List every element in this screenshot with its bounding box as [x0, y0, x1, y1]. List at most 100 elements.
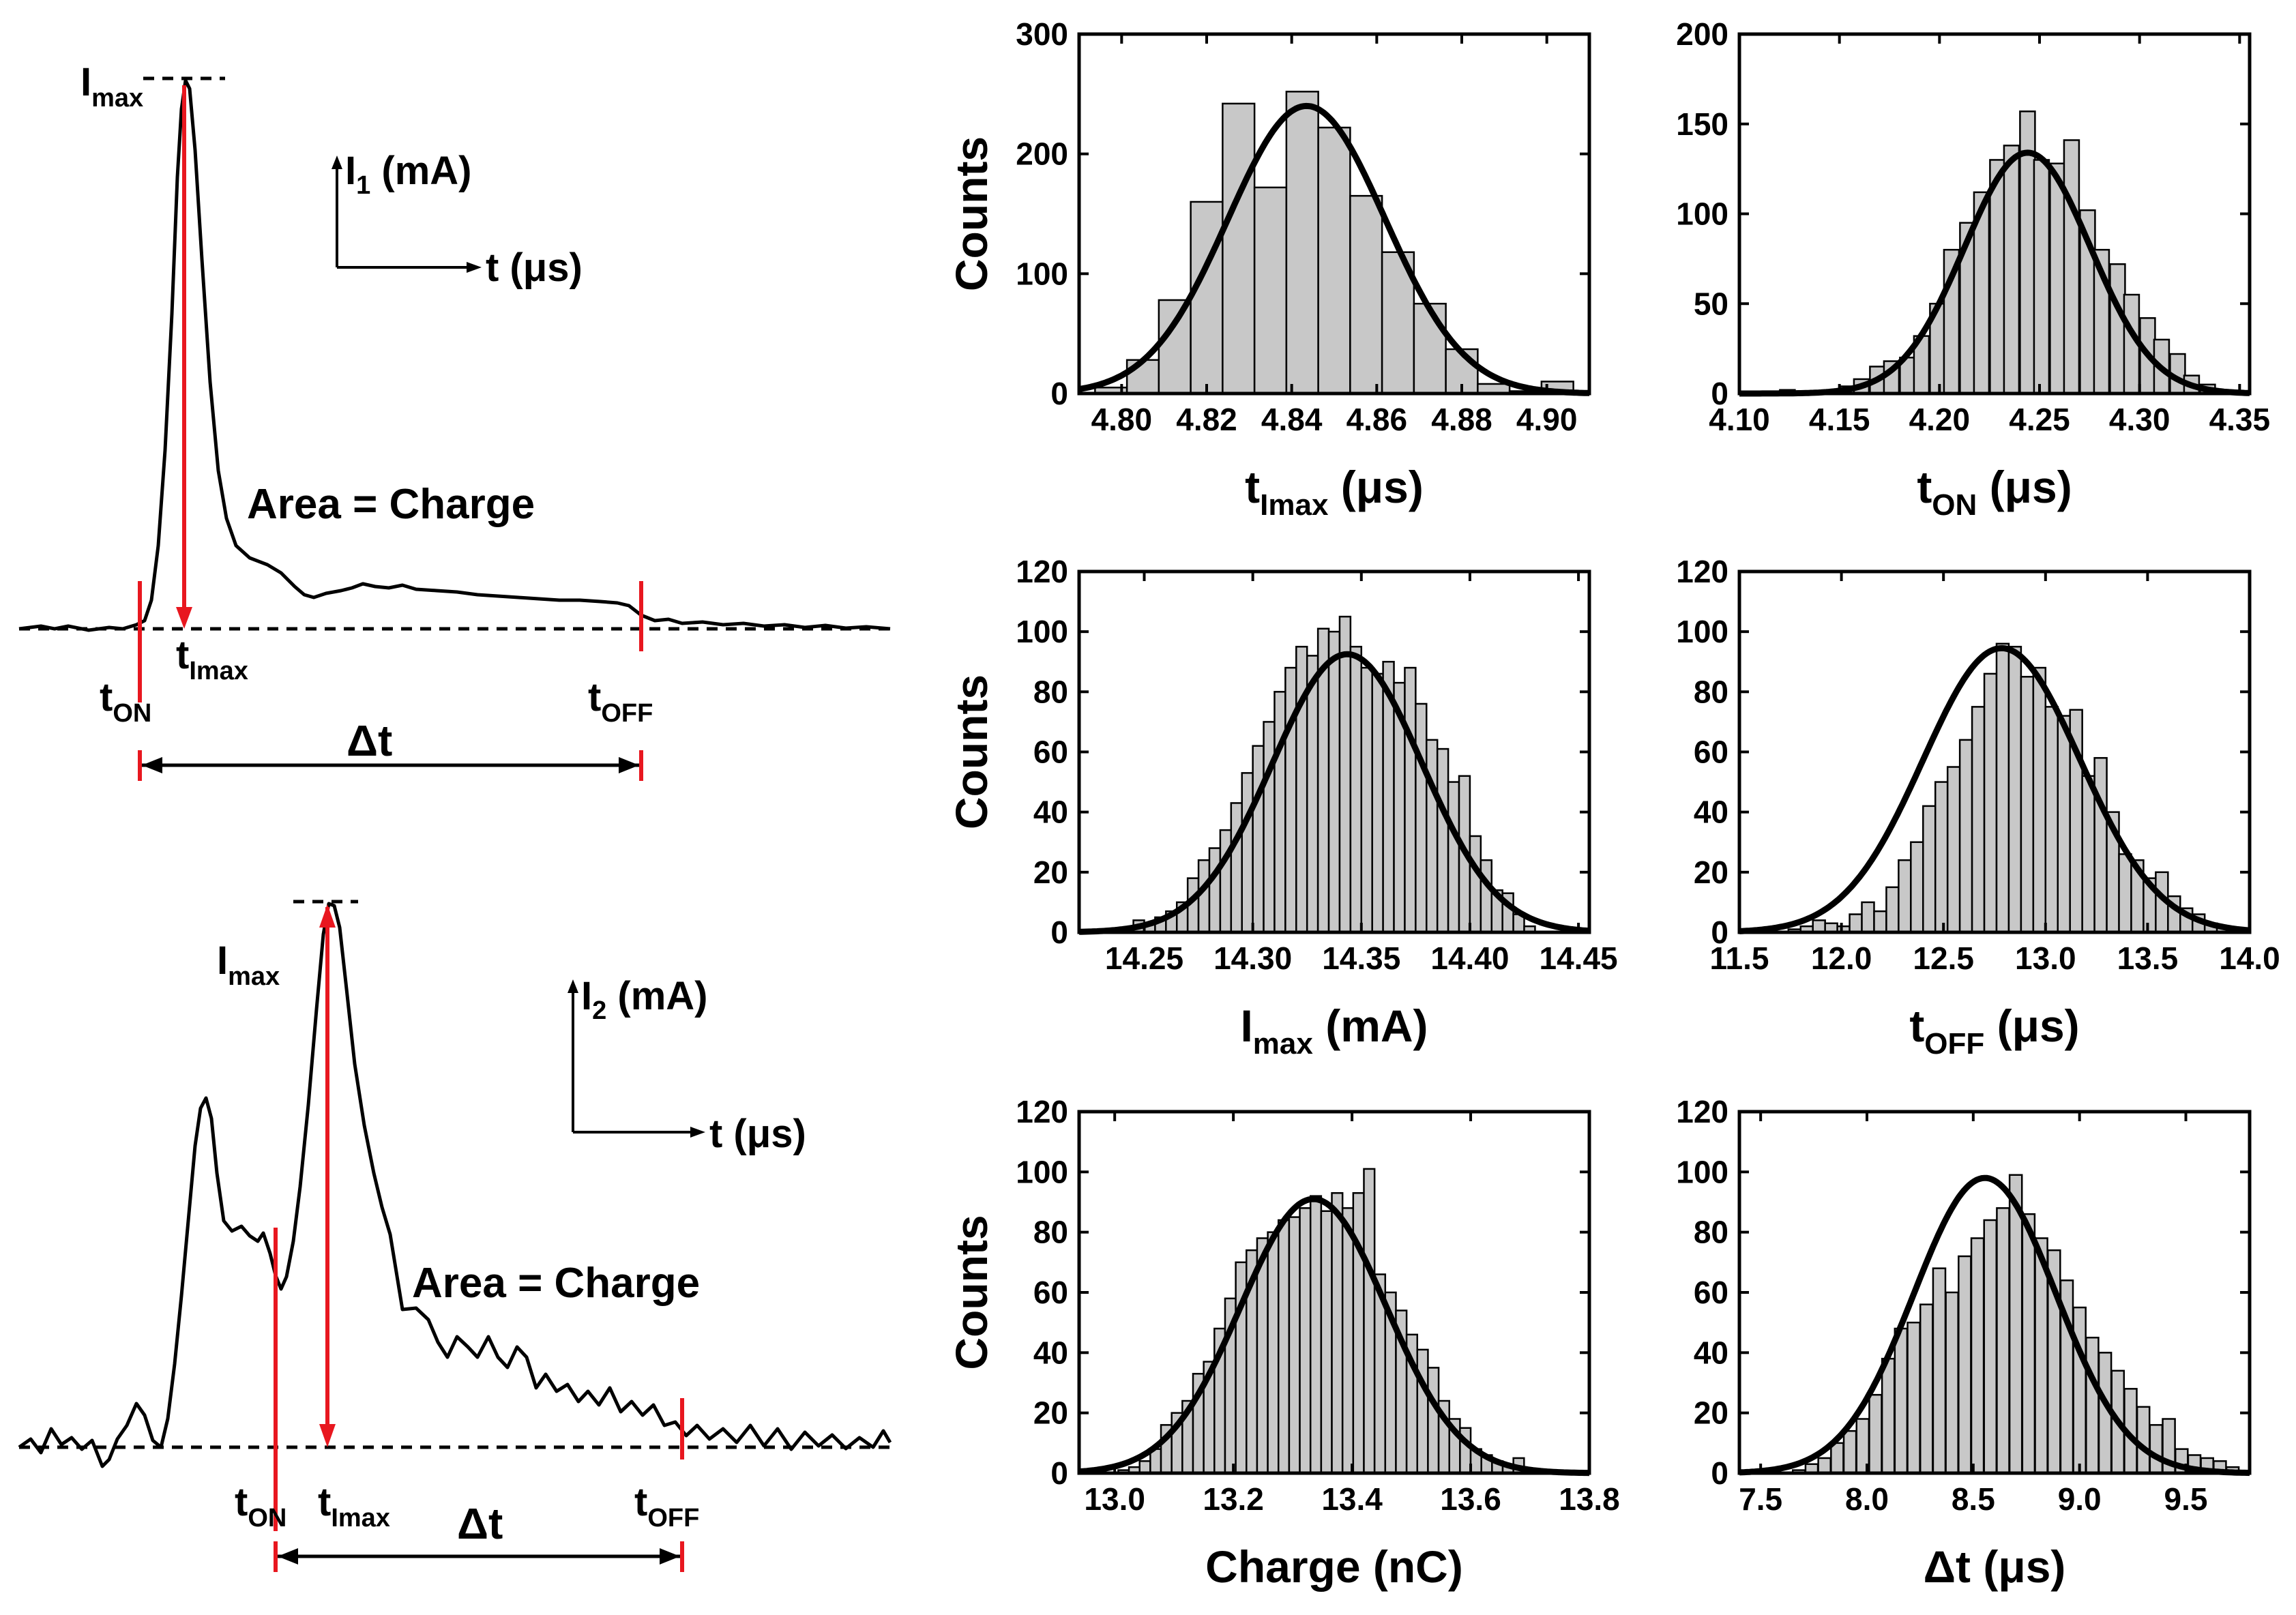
- hist-bar: [1338, 615, 1352, 934]
- hist-bar: [1288, 1216, 1301, 1475]
- y-tick-label: 40: [1033, 1335, 1068, 1370]
- histogram-5: 0 20 40 60 80 100 120 13.0 13.2 13.4 13.6 13.8 Charg…: [946, 1094, 1620, 1592]
- x-tick-label: 14.0: [2219, 940, 2280, 976]
- toff-label-2: tOFF: [634, 1480, 699, 1532]
- hist-bar: [1995, 642, 2010, 934]
- hist-bar: [1360, 666, 1373, 934]
- y-tick-label: 80: [1033, 1215, 1068, 1250]
- x-tick-label: 4.30: [2109, 402, 2170, 437]
- hist-bar: [2044, 706, 2059, 934]
- x-tick-label: 14.40: [1430, 940, 1509, 976]
- histogram-6: 0 20 40 60 80 100 120 7.5 8.0 8.5 9.0 9.5 Δt (μs): [1676, 1094, 2252, 1592]
- hist-bar: [1996, 1207, 2010, 1475]
- hist-bar: [1285, 91, 1319, 395]
- t-axis-arrowhead-1: [467, 262, 482, 273]
- histogram-3: 0 20 40 60 80 100 120 14.25 14.30 14.35 14.40 14.45…: [946, 554, 1618, 1061]
- hist-bar: [2020, 676, 2035, 934]
- hist-bar: [1983, 672, 1998, 934]
- hist-bar: [2063, 139, 2080, 395]
- hist-bar: [1241, 772, 1254, 934]
- hist-bar: [1426, 739, 1439, 934]
- i-axis-label-1: I1 (mA): [345, 149, 471, 200]
- hist-bar: [1989, 159, 2006, 395]
- histogram-1: 0 100 200 300 4.80 4.82 4.84 4.86 4.88 4.90 tImax …: [946, 16, 1591, 522]
- dt-arrow-left-2: [278, 1548, 298, 1565]
- hist-bar: [1230, 802, 1243, 934]
- hist-bar: [1349, 194, 1383, 395]
- hist-bar: [1363, 1168, 1376, 1475]
- y-tick-label: 40: [1694, 795, 1728, 830]
- hist-bar: [1138, 1460, 1151, 1475]
- tmax-label-1: tImax: [176, 633, 248, 685]
- tmax-arrowhead-up-2: [319, 904, 336, 928]
- x-tick-label: 13.2: [1203, 1481, 1264, 1517]
- dt-label-1: Δt: [347, 716, 392, 765]
- tmax-arrowhead-1: [176, 607, 192, 629]
- gaussian-fit-curve: [1739, 1174, 2250, 1477]
- toff-label-1: tOFF: [588, 675, 653, 728]
- hist-bar: [2008, 1174, 2023, 1475]
- x-tick-label: 4.35: [2209, 402, 2271, 437]
- hist-bar: [1946, 766, 1961, 934]
- hist-bar: [1868, 1393, 1883, 1475]
- imax-label-2: Imax: [217, 938, 280, 991]
- current-trace-1: [18, 78, 891, 632]
- y-tick-label: 100: [1016, 256, 1068, 291]
- x-tick-label: 4.90: [1516, 402, 1578, 437]
- x-tick-label: 13.4: [1321, 1481, 1383, 1517]
- hist-bar: [1427, 1367, 1440, 1475]
- gaussian-fit-curve: [1078, 1196, 1590, 1477]
- dt-label-2: Δt: [457, 1499, 503, 1548]
- t-axis-arrowhead-2: [690, 1127, 705, 1138]
- x-tick-label: 12.5: [1913, 940, 1974, 976]
- hist-bar: [1958, 739, 1973, 934]
- t-axis-label-1: t (μs): [486, 246, 583, 290]
- x-tick-label: 13.5: [2117, 940, 2179, 976]
- x-tick-label: 9.5: [2164, 1481, 2208, 1517]
- hist-bar: [1873, 910, 1887, 934]
- y-tick-label: 20: [1694, 855, 1728, 890]
- x-tick-label: 4.25: [2009, 402, 2070, 437]
- x-tick-label: 8.5: [1952, 1481, 1995, 1517]
- y-tick-label: 80: [1694, 674, 1728, 709]
- x-tick-label: 13.8: [1559, 1481, 1620, 1517]
- y-tick-label: 20: [1694, 1395, 1728, 1431]
- x-tick-label: 4.10: [1709, 402, 1770, 437]
- x-tick-label: 4.20: [1909, 402, 1971, 437]
- hist-bar: [1274, 691, 1286, 934]
- i-axis-label-2: I2 (mA): [581, 974, 707, 1025]
- y-tick-label: 200: [1676, 16, 1728, 52]
- y-tick-label: 20: [1033, 1395, 1068, 1431]
- hist-bar: [1415, 702, 1428, 934]
- y-tick-label: 60: [1033, 1275, 1068, 1310]
- hist-bar: [1958, 1255, 1972, 1475]
- tmax-label-2: tImax: [318, 1480, 390, 1532]
- hist-bar: [1447, 781, 1460, 934]
- hist-bar: [1416, 1348, 1429, 1475]
- x-tick-label: 8.0: [1845, 1481, 1889, 1517]
- dt-arrow-right-2: [660, 1548, 680, 1565]
- hist-bar: [1267, 1231, 1280, 1475]
- hist-bar: [1861, 901, 1875, 934]
- hist-bar: [1983, 1219, 1998, 1475]
- hist-bar: [1894, 1327, 1909, 1475]
- y-tick-label: 100: [1016, 1154, 1068, 1189]
- histogram-2: 0 50 100 150 200 4.10 4.15 4.20 4.25 4.30 4.35 tON …: [1676, 16, 2270, 522]
- y-tick-label: 100: [1016, 614, 1068, 649]
- x-axis-label: Imax (mA): [1240, 1001, 1428, 1061]
- hist-bar: [1881, 1357, 1896, 1475]
- t-axis-label-2: t (μs): [709, 1112, 806, 1156]
- y-tick-label: 40: [1694, 1335, 1728, 1370]
- hist-bar: [2057, 715, 2071, 934]
- hist-bar: [2118, 853, 2132, 934]
- area-label-2: Area = Charge: [412, 1260, 700, 1307]
- dt-arrow-right-1: [619, 757, 639, 773]
- y-tick-label: 60: [1694, 1275, 1728, 1310]
- hist-bar: [1317, 126, 1351, 395]
- y-tick-label: 120: [1016, 554, 1068, 589]
- hist-bar: [1842, 1429, 1857, 1475]
- x-tick-label: 14.25: [1105, 940, 1183, 976]
- y-tick-label: 100: [1676, 196, 1728, 232]
- x-axis-label: tOFF (μs): [1909, 1001, 2079, 1061]
- x-axis-label: tON (μs): [1917, 462, 2072, 522]
